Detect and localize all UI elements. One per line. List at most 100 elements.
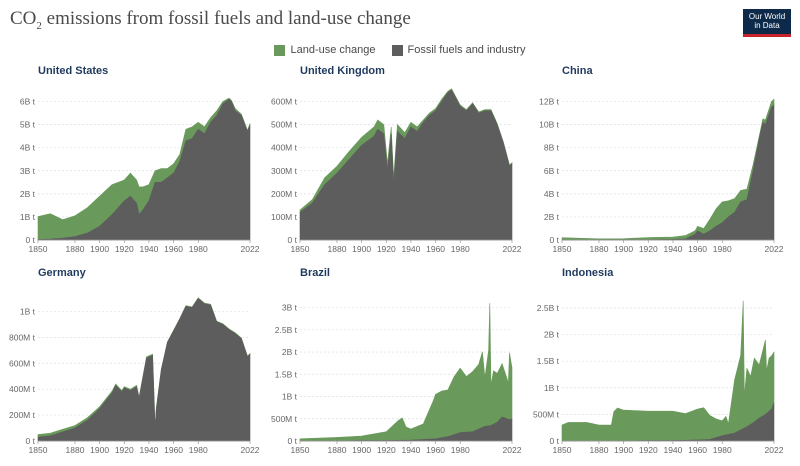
x-tick-label: 1960	[164, 244, 183, 254]
panel-title: United Kingdom	[300, 65, 385, 77]
x-tick-label: 2022	[765, 244, 784, 254]
x-tick-label: 1900	[352, 445, 371, 455]
y-tick-label: 0 t	[550, 235, 560, 245]
y-tick-label: 2B t	[544, 330, 560, 340]
y-tick-label: 2.5B t	[275, 325, 298, 335]
y-tick-label: 10B t	[539, 120, 559, 130]
legend-label-fossil: Fossil fuels and industry	[407, 44, 526, 56]
legend-item-fossil[interactable]: Fossil fuels and industry	[391, 44, 526, 56]
x-tick-label: 1880	[590, 244, 609, 254]
area-fossil[interactable]	[562, 104, 775, 241]
title-rest: emissions from fossil fuels and land-use…	[41, 8, 411, 29]
x-tick-label: 1960	[426, 244, 445, 254]
y-tick-label: 0 t	[550, 436, 560, 446]
panel-title: Brazil	[300, 267, 330, 279]
x-tick-label: 1900	[90, 244, 109, 254]
legend-label-land-use: Land-use change	[290, 44, 376, 56]
x-tick-label: 1920	[639, 445, 658, 455]
x-tick-label: 2022	[503, 244, 522, 254]
legend-swatch-fossil	[391, 44, 403, 56]
area-fossil[interactable]	[37, 298, 251, 442]
y-tick-label: 4B t	[20, 143, 36, 153]
panel-title: China	[562, 65, 593, 77]
x-tick-label: 1920	[639, 244, 658, 254]
y-tick-label: 400M t	[271, 143, 298, 153]
y-tick-label: 1B t	[544, 383, 560, 393]
area-fossil[interactable]	[299, 89, 513, 241]
y-tick-label: 300M t	[271, 166, 298, 176]
y-tick-label: 2B t	[282, 347, 298, 357]
x-tick-label: 1850	[291, 445, 310, 455]
y-tick-label: 12B t	[539, 97, 559, 107]
panel-china[interactable]: China 0 t 2B t 4B t 6B t 8B t 10B t 12B t 1850 18…	[539, 65, 784, 254]
area-land-use[interactable]	[561, 300, 775, 442]
area-fossil[interactable]	[37, 98, 251, 241]
y-tick-label: 600M t	[9, 358, 36, 368]
page-title: CO2 emissions from fossil fuels and land…	[10, 8, 411, 32]
x-tick-label: 1940	[663, 445, 682, 455]
x-tick-label: 1850	[291, 244, 310, 254]
x-tick-label: 1880	[328, 445, 347, 455]
logo-line-1: Our World	[748, 12, 786, 21]
panel-title: United States	[38, 65, 108, 77]
x-tick-label: 1960	[688, 244, 707, 254]
y-tick-label: 500M t	[271, 120, 298, 130]
y-tick-label: 3B t	[282, 303, 298, 313]
y-tick-label: 0 t	[26, 436, 36, 446]
owid-logo[interactable]: Our World in Data	[743, 9, 791, 37]
x-tick-label: 1920	[377, 445, 396, 455]
x-tick-label: 1920	[115, 445, 134, 455]
x-tick-label: 1900	[614, 445, 633, 455]
legend-item-land-use[interactable]: Land-use change	[274, 44, 376, 56]
y-tick-label: 200M t	[271, 189, 298, 199]
x-tick-label: 1980	[189, 244, 208, 254]
x-tick-label: 2022	[241, 445, 260, 455]
y-tick-label: 0 t	[288, 436, 298, 446]
x-tick-label: 1980	[713, 445, 732, 455]
y-tick-label: 1B t	[20, 306, 36, 316]
y-tick-label: 5B t	[20, 120, 36, 130]
panel-united-kingdom[interactable]: United Kingdom 0 t 100M t 200M t 300M t 400M …	[271, 65, 522, 254]
x-tick-label: 1940	[401, 244, 420, 254]
y-tick-label: 3B t	[20, 166, 36, 176]
x-tick-label: 1880	[328, 244, 347, 254]
panel-germany[interactable]: Germany 0 t 200M t 400M t 600M t 800M t 1B t 18…	[9, 267, 260, 455]
legend-swatch-land-use	[274, 44, 286, 56]
area-land-use[interactable]	[299, 303, 513, 442]
x-tick-label: 1900	[352, 244, 371, 254]
y-tick-label: 2B t	[20, 189, 36, 199]
x-tick-label: 1850	[553, 445, 572, 455]
x-tick-label: 1900	[90, 445, 109, 455]
x-tick-label: 1940	[663, 244, 682, 254]
y-tick-label: 1.5B t	[275, 369, 298, 379]
x-tick-label: 1940	[139, 244, 158, 254]
x-tick-label: 1850	[29, 244, 48, 254]
panel-brazil[interactable]: Brazil 0 t 500M t 1B t 1.5B t 2B t 2.5B t 3B t 1…	[271, 267, 522, 455]
legend: Land-use change Fossil fuels and industr…	[0, 44, 800, 56]
x-tick-label: 1920	[115, 244, 134, 254]
panel-united-states[interactable]: United States 0 t 1B t 2B t 3B t 4B t 5B t 6B t…	[20, 65, 260, 254]
x-tick-label: 1960	[426, 445, 445, 455]
y-tick-label: 400M t	[9, 384, 36, 394]
x-tick-label: 1980	[189, 445, 208, 455]
panel-indonesia[interactable]: Indonesia 0 t 500M t 1B t 1.5B t 2B t 2.5B t 18…	[533, 267, 784, 455]
y-tick-label: 1B t	[282, 392, 298, 402]
panel-title: Germany	[38, 267, 87, 279]
x-tick-label: 1880	[590, 445, 609, 455]
x-tick-label: 1980	[451, 244, 470, 254]
title-subscript: 2	[36, 19, 42, 32]
logo-line-2: in Data	[754, 21, 780, 30]
y-tick-label: 6B t	[544, 166, 560, 176]
panel-title: Indonesia	[562, 267, 614, 279]
x-tick-label: 1960	[688, 445, 707, 455]
x-tick-label: 1940	[401, 445, 420, 455]
y-tick-label: 0 t	[288, 235, 298, 245]
y-tick-label: 100M t	[271, 212, 298, 222]
x-tick-label: 1960	[164, 445, 183, 455]
y-tick-label: 1B t	[20, 212, 36, 222]
x-tick-label: 1880	[66, 445, 85, 455]
x-tick-label: 1850	[553, 244, 572, 254]
x-tick-label: 1900	[614, 244, 633, 254]
x-tick-label: 1920	[377, 244, 396, 254]
